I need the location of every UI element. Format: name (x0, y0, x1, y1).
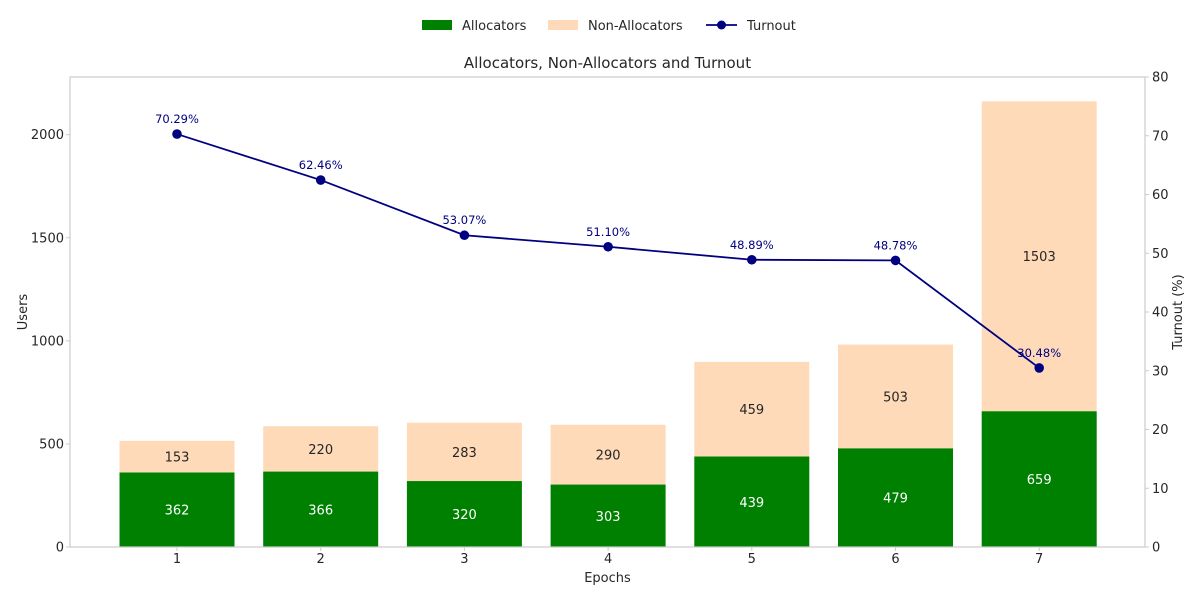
bar-value-label-non-allocators: 1503 (1023, 250, 1056, 265)
bar-non-allocators (263, 426, 379, 472)
bar-value-label-allocators: 366 (308, 503, 333, 518)
bar-allocators (694, 456, 810, 547)
turnout-value-label: 48.78% (874, 238, 918, 252)
legend-label-non-allocators: Non-Allocators (588, 19, 683, 34)
y-axis-label: Users (16, 294, 31, 331)
bar-non-allocators (838, 344, 953, 449)
bar-value-label-allocators: 303 (596, 510, 621, 525)
bar-non-allocators (981, 101, 1097, 412)
turnout-value-label: 62.46% (299, 158, 343, 172)
y2-tick-label: 0 (1152, 541, 1160, 556)
bar-allocators (838, 448, 953, 547)
turnout-point (747, 254, 757, 265)
bar-value-label-non-allocators: 459 (739, 403, 764, 418)
bar-non-allocators (550, 424, 666, 485)
bar-non-allocators (694, 361, 810, 457)
x-tick-label: 7 (1035, 552, 1043, 567)
y-tick-label: 2000 (31, 128, 64, 143)
chart-title: Allocators, Non-Allocators and Turnout (464, 54, 751, 72)
legend-label-allocators: Allocators (462, 19, 527, 34)
y-tick-label: 0 (56, 541, 64, 556)
turnout-point (603, 241, 613, 252)
y2-tick-label: 50 (1152, 247, 1169, 262)
legend: Allocators Non-Allocators Turnout (422, 19, 796, 34)
y2-tick-label: 40 (1152, 306, 1169, 321)
x-tick-label: 3 (460, 552, 468, 567)
turnout-point (890, 255, 901, 266)
turnout-point (315, 175, 326, 185)
bar-value-label-allocators: 320 (452, 508, 477, 523)
x-tick-label: 4 (604, 552, 612, 567)
bar-value-label-allocators: 479 (883, 492, 908, 507)
bar-allocators (550, 484, 666, 547)
bar-value-label-non-allocators: 503 (883, 390, 908, 405)
x-tick-label: 1 (173, 552, 181, 567)
y2-tick-label: 20 (1152, 423, 1169, 438)
chart-marks: 0 500 1000 1500 2000 0 10 20 30 40 50 60 70 80 1 2 3 4 5 6 7… (31, 71, 1169, 568)
plot-frame (69, 76, 1146, 548)
x-tick-label: 2 (317, 552, 325, 567)
bar-value-label-non-allocators: 220 (308, 443, 333, 458)
turnout-value-label: 51.10% (586, 225, 630, 239)
x-tick-label: 6 (891, 552, 899, 567)
y2-tick-label: 60 (1152, 188, 1169, 203)
bar-value-label-non-allocators: 283 (452, 446, 477, 461)
x-axis-label: Epochs (584, 571, 631, 586)
bar-value-label-allocators: 659 (1027, 473, 1052, 488)
turnout-value-label: 70.29% (155, 112, 199, 126)
turnout-value-label: 53.07% (442, 213, 486, 227)
bar-value-label-allocators: 362 (165, 504, 190, 519)
x-tick-label: 5 (748, 552, 756, 567)
bar-value-label-non-allocators: 290 (596, 449, 621, 464)
bar-allocators (263, 471, 379, 547)
turnout-value-label: 48.89% (730, 238, 774, 252)
y2-tick-label: 70 (1152, 129, 1169, 144)
y2-tick-label: 30 (1152, 364, 1169, 379)
y-tick-label: 500 (39, 437, 64, 452)
bar-non-allocators (119, 440, 235, 473)
bar-allocators (119, 472, 235, 547)
legend-label-turnout: Turnout (746, 19, 796, 34)
bar-allocators (981, 411, 1097, 547)
y2-tick-label: 80 (1152, 71, 1169, 86)
y-tick-label: 1000 (31, 334, 64, 349)
y-tick-label: 1500 (31, 231, 64, 246)
y2-axis-label: Turnout (%) (1171, 274, 1186, 350)
y2-tick-label: 10 (1152, 482, 1169, 497)
legend-swatch-allocators (422, 20, 452, 30)
bar-allocators (406, 481, 522, 547)
legend-marker-turnout (717, 20, 726, 30)
legend-swatch-non-allocators (548, 20, 578, 30)
turnout-point (1034, 363, 1044, 373)
bar-non-allocators (406, 422, 522, 482)
turnout-value-label: 30.48% (1017, 346, 1061, 360)
bar-value-label-allocators: 439 (739, 496, 764, 511)
turnout-point (459, 230, 470, 241)
turnout-point (172, 129, 182, 139)
bar-value-label-non-allocators: 153 (165, 451, 190, 466)
